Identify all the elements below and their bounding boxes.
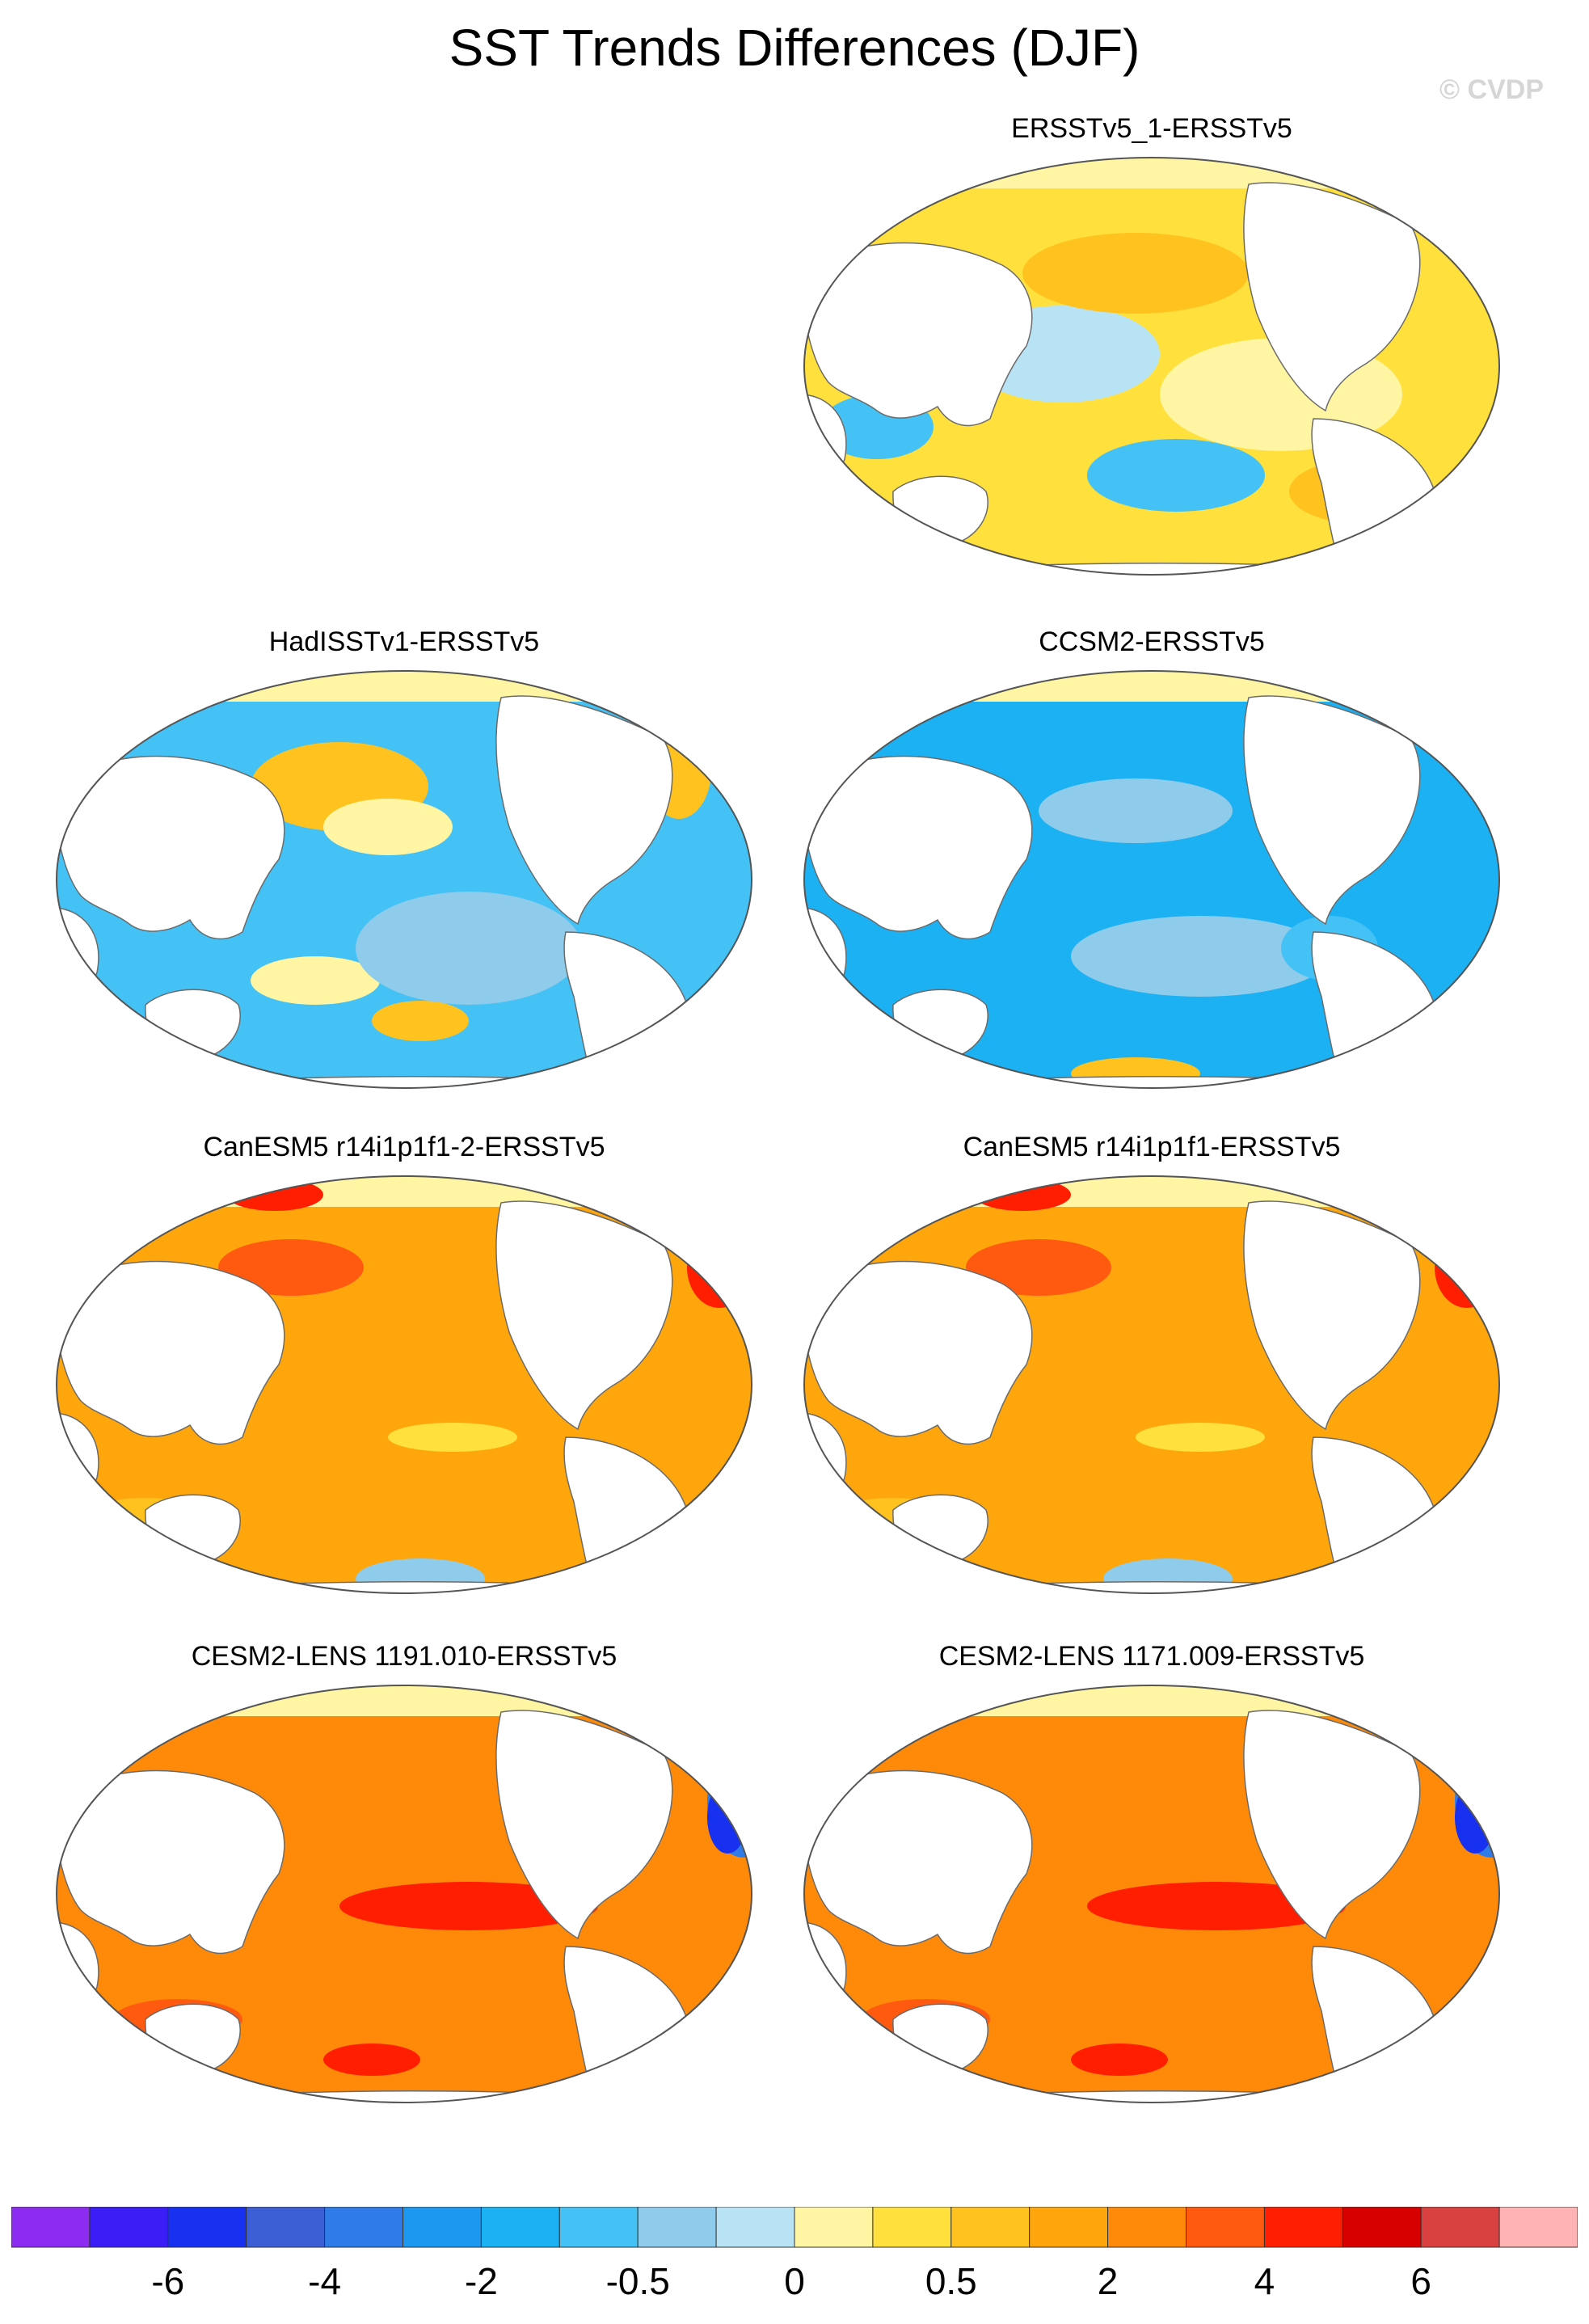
land-asia bbox=[804, 242, 1033, 427]
colorbar-box bbox=[637, 2207, 717, 2248]
panel-title: ERSSTv5_1-ERSSTv5 bbox=[1011, 113, 1292, 144]
map-plot bbox=[56, 1175, 752, 1594]
map-plot bbox=[56, 670, 752, 1089]
panel-title: HadISSTv1-ERSSTv5 bbox=[268, 626, 540, 657]
colorbar-box bbox=[480, 2207, 560, 2248]
map-panel: CCSM2-ERSSTv5 bbox=[796, 626, 1507, 1111]
panel-title: CanESM5 r14i1p1f1-ERSSTv5 bbox=[963, 1132, 1341, 1162]
colorbar-box bbox=[89, 2207, 169, 2248]
land-antarctica bbox=[917, 563, 1411, 575]
land-asia bbox=[57, 1769, 285, 1955]
colorbar-box bbox=[167, 2207, 247, 2248]
colorbar-box bbox=[1498, 2207, 1578, 2248]
colorbar-label: -6 bbox=[151, 2260, 184, 2302]
colorbar-box bbox=[1107, 2207, 1186, 2248]
land-namerica bbox=[1243, 695, 1421, 926]
colorbar-label: -2 bbox=[465, 2260, 498, 2302]
colorbar-box bbox=[794, 2207, 874, 2248]
colorbar-box bbox=[324, 2207, 404, 2248]
colorbar-box bbox=[1342, 2207, 1422, 2248]
land-antarctica bbox=[917, 1076, 1411, 1088]
land-asia bbox=[57, 755, 285, 940]
map-plot bbox=[56, 1685, 752, 2103]
colorbar-box bbox=[246, 2207, 326, 2248]
colorbar: -6 -4 -2 -0.5 0 0.5 2 4 6 bbox=[11, 2207, 1578, 2302]
colorbar-box bbox=[1263, 2207, 1343, 2248]
colorbar-box bbox=[1186, 2207, 1265, 2248]
land-antarctica bbox=[169, 1581, 664, 1593]
colorbar-label: 6 bbox=[1410, 2260, 1431, 2302]
land-antarctica bbox=[169, 2090, 664, 2103]
colorbar-label: -4 bbox=[308, 2260, 341, 2302]
panel-title: CESM2-LENS 1191.010-ERSSTv5 bbox=[191, 1641, 617, 1672]
land-asia bbox=[804, 1769, 1033, 1955]
map-plot bbox=[803, 670, 1500, 1089]
land-antarctica bbox=[169, 1076, 664, 1088]
colorbar-box bbox=[872, 2207, 952, 2248]
land-antarctica bbox=[917, 1581, 1411, 1593]
land-namerica bbox=[1243, 1710, 1421, 1940]
colorbar-box bbox=[1420, 2207, 1500, 2248]
colorbar-box bbox=[403, 2207, 482, 2248]
figure-title: SST Trends Differences (DJF) bbox=[449, 19, 1140, 77]
colorbar-label: -0.5 bbox=[606, 2260, 670, 2302]
colorbar-box bbox=[950, 2207, 1031, 2248]
panel-title: CESM2-LENS 1171.009-ERSSTv5 bbox=[938, 1641, 1365, 1672]
map-panel: CanESM5 r14i1p1f1-2-ERSSTv5 bbox=[48, 1132, 760, 1617]
colorbar-box bbox=[558, 2207, 639, 2248]
land-namerica bbox=[495, 1710, 673, 1940]
land-namerica bbox=[1243, 1200, 1421, 1431]
map-panel: CESM2-LENS 1171.009-ERSSTv5 bbox=[796, 1641, 1507, 2126]
land-asia bbox=[804, 1260, 1033, 1445]
land-asia bbox=[804, 755, 1033, 940]
map-plot bbox=[803, 1685, 1500, 2103]
colorbar-label: 4 bbox=[1254, 2260, 1275, 2302]
colorbar-label: 2 bbox=[1098, 2260, 1119, 2302]
colorbar-box bbox=[715, 2207, 795, 2248]
panel-title: CCSM2-ERSSTv5 bbox=[1039, 626, 1265, 657]
colorbar-box bbox=[1029, 2207, 1109, 2248]
panel-title: CanESM5 r14i1p1f1-2-ERSSTv5 bbox=[203, 1132, 605, 1162]
land-antarctica bbox=[917, 2090, 1411, 2103]
map-panel: CanESM5 r14i1p1f1-ERSSTv5 bbox=[796, 1132, 1507, 1617]
land-asia bbox=[57, 1260, 285, 1445]
colorbar-label: 0.5 bbox=[925, 2260, 977, 2302]
copyright-watermark: © CVDP bbox=[1439, 74, 1544, 105]
map-plot bbox=[803, 1175, 1500, 1594]
map-panel: CESM2-LENS 1191.010-ERSSTv5 bbox=[48, 1641, 760, 2126]
colorbar-label: 0 bbox=[784, 2260, 805, 2302]
land-namerica bbox=[495, 1200, 673, 1431]
colorbar-box bbox=[11, 2207, 91, 2248]
map-panel: ERSSTv5_1-ERSSTv5 bbox=[796, 113, 1507, 598]
map-plot bbox=[803, 157, 1500, 576]
map-panel: HadISSTv1-ERSSTv5 bbox=[48, 626, 760, 1111]
land-namerica bbox=[495, 695, 673, 926]
land-namerica bbox=[1243, 182, 1421, 412]
